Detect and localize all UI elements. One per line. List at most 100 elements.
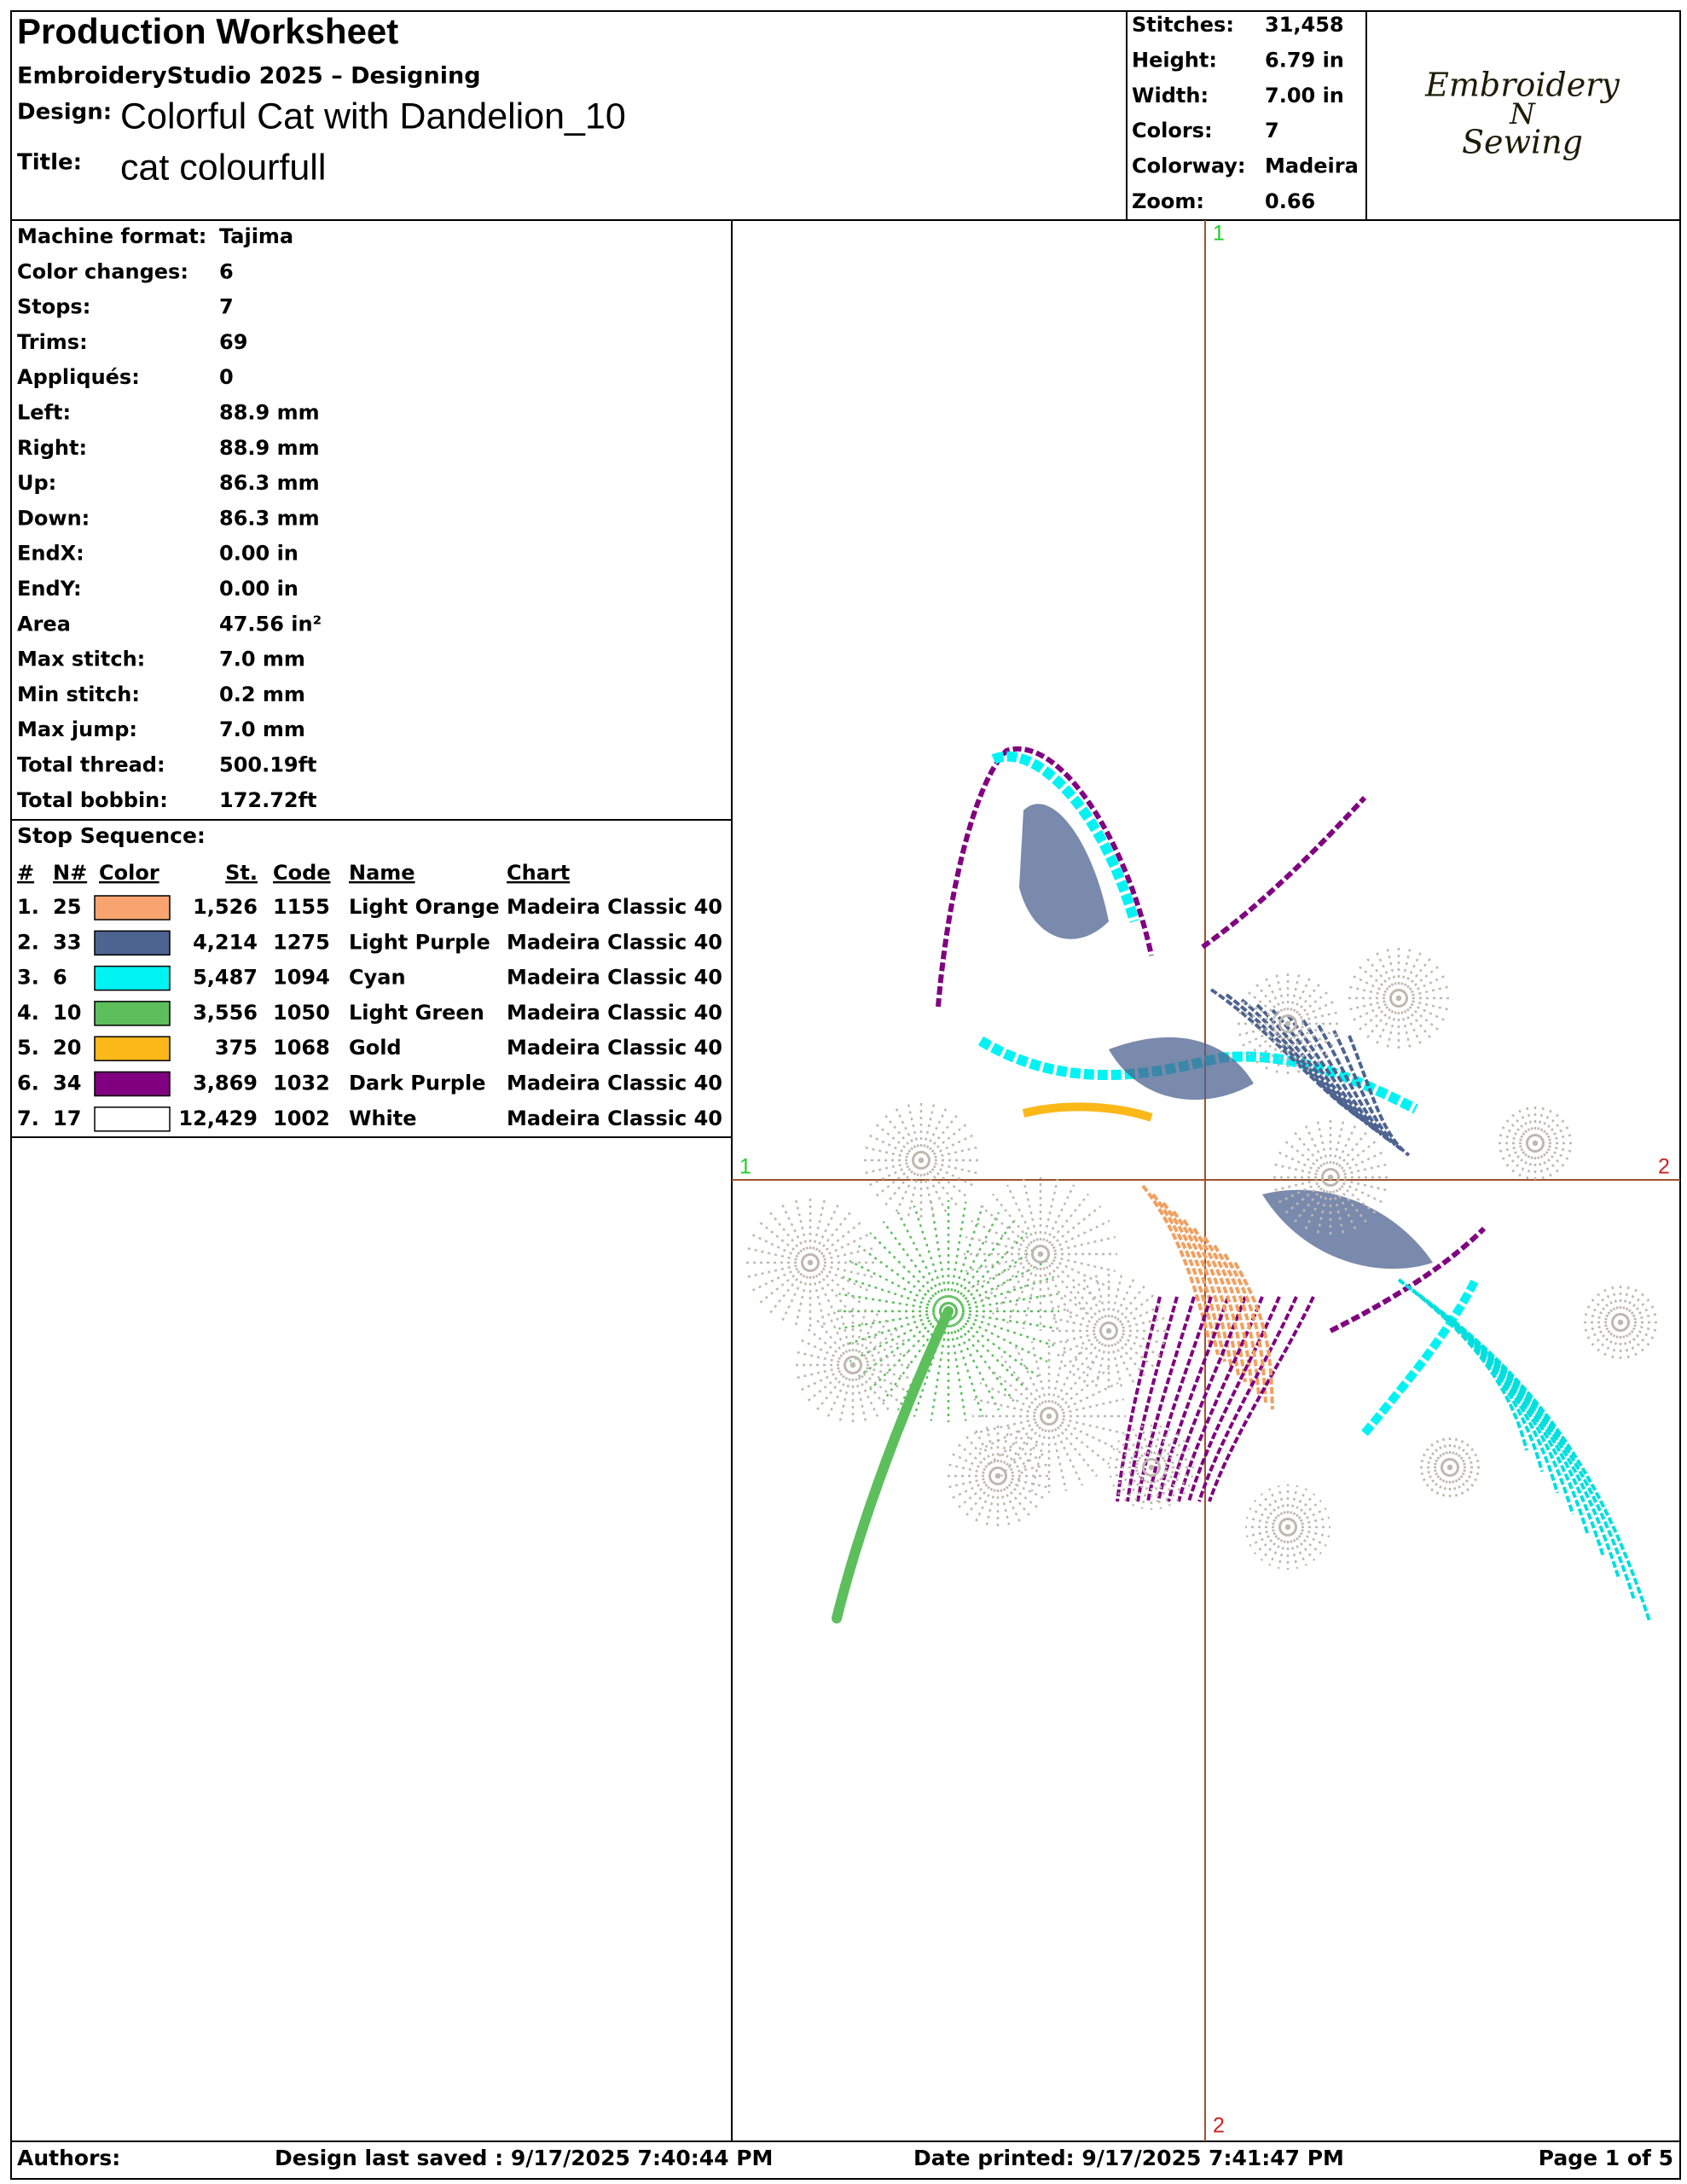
seed-spoke — [997, 1475, 1031, 1517]
footer-authors: Authors: — [17, 2146, 120, 2170]
cell-num: 1. — [17, 895, 39, 919]
cell-code: 1050 — [273, 1001, 330, 1025]
spec-value: 6 — [219, 259, 234, 283]
seed-spoke — [997, 1443, 1039, 1477]
seed-spoke — [1287, 990, 1329, 1025]
seed-spoke — [1048, 1381, 1119, 1418]
stat-label: Zoom: — [1132, 189, 1204, 213]
seed-spoke — [1048, 1414, 1119, 1451]
spec-value: 0 — [219, 365, 234, 389]
seed-spoke — [1283, 1139, 1331, 1178]
seed-spoke — [867, 1133, 922, 1162]
seed-spoke — [1275, 1023, 1290, 1074]
seed-spoke — [1108, 1292, 1157, 1332]
whisker — [1424, 1298, 1590, 1536]
stats: Stitches: 31,458 Height: 6.79 in Width: 7.00 … — [1132, 13, 1359, 213]
seed-spoke — [1330, 1150, 1385, 1179]
logo-line: Embroidery — [1424, 67, 1620, 104]
seed-spoke — [1316, 1176, 1332, 1236]
seed-spoke — [809, 1262, 827, 1330]
ear-outline — [1201, 795, 1367, 950]
seed-spoke — [1286, 973, 1301, 1025]
seed-spoke — [1039, 1184, 1075, 1255]
seed-spoke — [1286, 1526, 1299, 1570]
seed-spoke — [1107, 1330, 1136, 1385]
seed-spoke — [1330, 1130, 1369, 1178]
seed-spoke — [851, 1310, 880, 1366]
fur-stroke — [1116, 1296, 1162, 1502]
column-header: Code — [273, 861, 331, 885]
seed-spoke — [1151, 1467, 1180, 1502]
seed-spoke — [862, 1146, 922, 1162]
title-label: Title: — [17, 150, 82, 176]
spec-value: 69 — [219, 330, 247, 354]
fur-stroke — [1141, 1184, 1213, 1349]
seed-spoke — [997, 1452, 1045, 1478]
spec-value: 86.3 mm — [219, 506, 320, 530]
fur-stroke — [1182, 1218, 1240, 1376]
ear-outline — [936, 746, 1154, 1008]
seed-spoke — [1329, 1123, 1358, 1178]
seed-spoke — [1276, 1150, 1331, 1179]
seed-spoke — [1047, 1415, 1068, 1492]
seed-spoke — [947, 1221, 1015, 1312]
seed-spoke — [1330, 1176, 1389, 1192]
spec-label: Down: — [17, 506, 90, 530]
canvas-marker: 2 — [1658, 1155, 1670, 1179]
logo-line: N — [1509, 97, 1536, 131]
color-swatch — [94, 895, 171, 921]
seed-spoke — [798, 1338, 854, 1367]
seed-spoke — [1286, 1484, 1299, 1528]
seed-spoke — [1094, 1330, 1110, 1390]
seed-spoke — [1272, 1176, 1331, 1192]
title-value: cat colourfull — [120, 147, 326, 188]
seed-spoke — [1434, 1467, 1452, 1499]
seed-spoke — [1039, 1253, 1075, 1324]
stat-value: 7 — [1265, 119, 1279, 142]
subtitle: EmbroideryStudio 2025 – Designing — [17, 63, 481, 90]
seed-spoke — [973, 1414, 1050, 1435]
seed-spoke — [1303, 1123, 1332, 1178]
seed-spoke — [971, 1252, 1041, 1289]
seed-spoke — [1365, 997, 1400, 1039]
seed-spoke — [826, 1364, 855, 1420]
stat-label: Stitches: — [1132, 13, 1234, 37]
seed-spoke — [851, 1306, 867, 1366]
seed-spoke — [920, 1159, 976, 1188]
cell-chart: Madeira Classic 40 — [507, 1107, 722, 1130]
seed-spoke — [965, 1252, 1041, 1273]
seed-spoke — [1151, 1467, 1186, 1496]
cell-name: Light Purple — [349, 930, 490, 954]
seed-spoke — [1422, 1467, 1451, 1490]
seed-spoke — [815, 1364, 854, 1413]
seed-spoke — [1050, 1316, 1110, 1333]
spec-value: Tajima — [219, 224, 293, 248]
stat-value: 0.66 — [1265, 189, 1315, 213]
seed-spoke — [1047, 1340, 1068, 1417]
seed-spoke — [1276, 1176, 1331, 1205]
footer-saved: Design last saved : 9/17/2025 7:40:44 PM — [275, 2146, 773, 2170]
spec-value: 88.9 mm — [219, 436, 320, 460]
seed-spoke — [1329, 1118, 1345, 1178]
eye — [1022, 1102, 1153, 1122]
cell-n: 20 — [53, 1036, 81, 1060]
seed-spoke — [996, 1429, 1022, 1477]
seed-spoke — [852, 1364, 891, 1413]
cell-n: 10 — [53, 1001, 81, 1025]
seed-spoke — [951, 1452, 999, 1478]
cell-code: 1032 — [273, 1072, 330, 1095]
fur-stroke — [1187, 1296, 1281, 1502]
seed-spoke — [1434, 1436, 1452, 1468]
seed-spoke — [948, 1310, 1039, 1378]
seed-spoke — [849, 1310, 949, 1363]
seed-spoke — [1047, 1415, 1084, 1486]
seed-spoke — [743, 1246, 811, 1264]
seed-spoke — [971, 1219, 1041, 1256]
seed-spoke — [826, 1310, 855, 1366]
seed-spoke — [1094, 1272, 1110, 1332]
seed-spoke — [1287, 1022, 1335, 1048]
fur-stroke — [1233, 1261, 1274, 1410]
seed-spoke — [1039, 1178, 1059, 1255]
cell-name: Dark Purple — [349, 1072, 485, 1095]
seed-spoke — [920, 1159, 969, 1199]
